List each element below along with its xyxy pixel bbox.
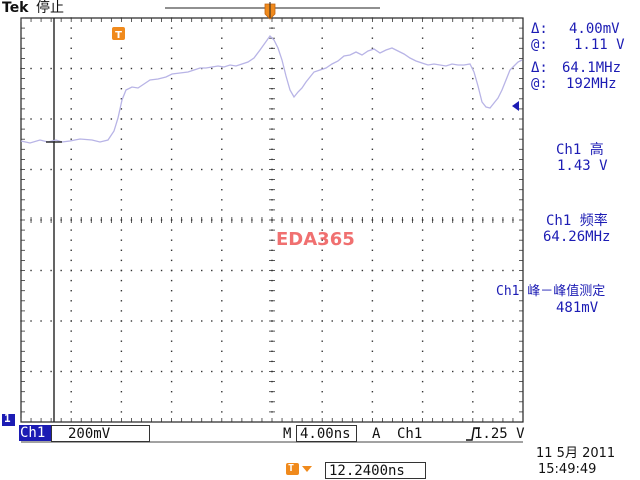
measurement-1-value: 1.43 V [557, 158, 608, 174]
trigger-level-arrow-icon[interactable] [512, 101, 519, 111]
channel-label: Ch1 [20, 425, 46, 441]
svg-text:T: T [115, 30, 122, 41]
measurement-2-title: Ch1 频率 [546, 213, 608, 229]
cursor-f-label: @: [531, 76, 548, 92]
measurement-3-title: Ch1 峰－峰值测定 [496, 284, 606, 299]
trigger-offset-marker: T [288, 463, 295, 474]
timebase-value: 4.00ns [300, 426, 351, 442]
trigger-source[interactable]: Ch1 [397, 426, 423, 442]
channel-ground-marker-icon[interactable] [2, 414, 15, 426]
watermark: EDA365 [276, 229, 355, 250]
graticule-grid [20, 17, 523, 422]
measurement-3-value: 481mV [556, 300, 599, 316]
arrow-right-icon [302, 466, 312, 472]
brand-logo: Tek [2, 0, 29, 16]
trigger-offset-value: 12.2400ns [329, 463, 405, 479]
timebase-label: M [283, 426, 292, 442]
measurement-2-value: 64.26MHz [543, 229, 611, 245]
cursor-v-value: 1.11 V [574, 37, 625, 53]
channel-button[interactable]: Ch1 [19, 425, 51, 441]
trigger-marker-icon[interactable] [112, 27, 125, 40]
cursor-dv-value: 4.00mV [569, 21, 620, 37]
rising-edge-icon [466, 427, 480, 441]
acquisition-state: 停止 [36, 0, 64, 16]
measurement-1-title: Ch1 高 [556, 142, 604, 158]
cursor-v-label: @: [531, 37, 548, 53]
cursor-dv-label: Δ: [531, 21, 548, 37]
trigger-mode: A [372, 426, 381, 442]
trigger-level[interactable]: 1.25 V [474, 426, 525, 442]
volts-per-div-box[interactable]: 200mV [51, 425, 150, 442]
volts-per-div-value: 200mV [68, 426, 111, 442]
timebase-box[interactable]: 4.00ns [296, 425, 357, 442]
cursor-f-value: 192MHz [566, 76, 617, 92]
time: 15:49:49 [538, 462, 597, 477]
trigger-offset-icon [286, 463, 299, 475]
trigger-offset-box[interactable]: 12.2400ns [325, 462, 426, 479]
cursor-df-value: 64.1MHz [562, 60, 622, 76]
waveform-trace [20, 34, 523, 144]
cursor-df-label: Δ: [531, 60, 548, 76]
date: 11 5月 2011 [536, 446, 616, 461]
channel-marker-label: 1 [4, 412, 11, 425]
